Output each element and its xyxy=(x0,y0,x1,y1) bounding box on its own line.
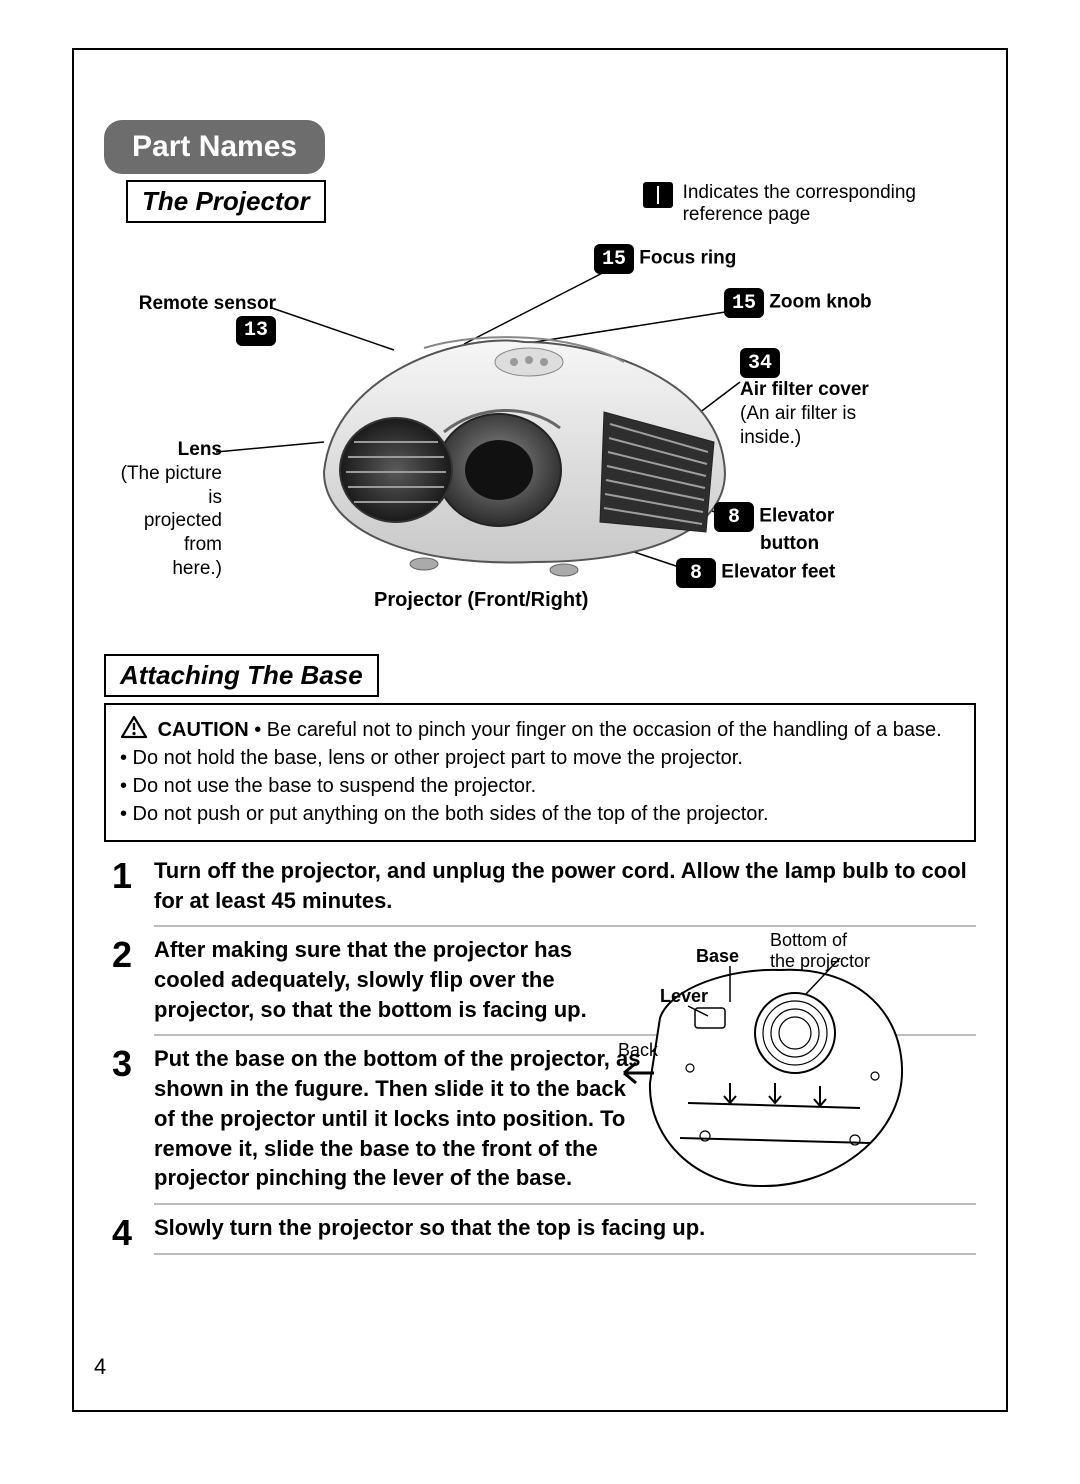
legend-line2: reference page xyxy=(683,204,811,225)
caution-box: CAUTION • Be careful not to pinch your f… xyxy=(104,703,976,842)
book-icon xyxy=(643,182,673,208)
projector-diagram: Remote sensor 13 Lens (The picture is pr… xyxy=(104,232,976,652)
step-num: 4 xyxy=(104,1213,140,1255)
projector-illustration xyxy=(304,312,744,592)
step-num: 3 xyxy=(104,1044,140,1204)
caution-line1: • Be careful not to pinch your finger on… xyxy=(254,719,941,741)
air-filter-l1: Air filter cover xyxy=(740,379,869,400)
fig-label-base: Base xyxy=(696,946,739,967)
air-filter-l2: (An air filter is xyxy=(740,403,856,424)
subheading-projector: The Projector xyxy=(126,180,326,223)
legend-text: Indicates the corresponding reference pa… xyxy=(683,182,916,226)
step-num: 1 xyxy=(104,856,140,927)
caution-label: CAUTION xyxy=(158,719,249,741)
caution-line3: • Do not use the base to suspend the pro… xyxy=(120,775,536,797)
elev-btn-l2: button xyxy=(760,533,819,554)
lens-text: Lens xyxy=(178,439,222,460)
focus-ring-text: Focus ring xyxy=(639,248,736,269)
fig-back-text: Back xyxy=(618,1040,658,1060)
step-num: 2 xyxy=(104,935,140,1036)
page-number: 4 xyxy=(94,1354,106,1380)
pageref-air-filter: 34 xyxy=(740,348,780,378)
elev-btn-l1: Elevator xyxy=(759,506,834,527)
zoom-knob-text: Zoom knob xyxy=(769,292,871,313)
caution-line4: • Do not push or put anything on the bot… xyxy=(120,803,769,825)
fig-label-lever: Lever xyxy=(660,986,708,1007)
fig-label-bottom: Bottom of the projector xyxy=(770,930,870,972)
lens-l1: (The picture is xyxy=(121,463,222,508)
base-figure-svg xyxy=(600,908,930,1228)
remote-sensor-text: Remote sensor xyxy=(139,293,276,314)
lens-l3: here.) xyxy=(172,558,222,579)
fig-label-back: Back xyxy=(618,1040,658,1061)
label-elevator-feet: 8 Elevator feet xyxy=(676,558,835,588)
elev-feet-text: Elevator feet xyxy=(721,562,835,583)
label-zoom-knob: 15 Zoom knob xyxy=(724,288,872,318)
fig-base-text: Base xyxy=(696,946,739,966)
diagram-caption: Projector (Front/Right) xyxy=(374,588,588,613)
fig-lever-text: Lever xyxy=(660,986,708,1006)
pageref-elev-feet: 8 xyxy=(676,558,716,588)
legend-line1: Indicates the corresponding xyxy=(683,182,916,203)
section-title-pill: Part Names xyxy=(104,120,325,174)
page-content: Part Names The Projector Indicates the c… xyxy=(104,120,976,1330)
caution-icon xyxy=(120,715,148,739)
pageref-remote-sensor: 13 xyxy=(236,316,276,346)
label-lens: Lens (The picture is projected from here… xyxy=(104,438,222,581)
base-figure: Base Bottom of the projector Lever Back xyxy=(600,908,930,1228)
label-remote-sensor: Remote sensor 13 xyxy=(104,292,276,346)
pageref-focus: 15 xyxy=(594,244,634,274)
label-air-filter: 34 Air filter cover (An air filter is in… xyxy=(740,348,869,449)
page-frame: Part Names The Projector Indicates the c… xyxy=(72,48,1008,1412)
pageref-elev-btn: 8 xyxy=(714,502,754,532)
fig-bottom-l1: Bottom of xyxy=(770,930,847,950)
pageref-zoom: 15 xyxy=(724,288,764,318)
caution-line2: • Do not hold the base, lens or other pr… xyxy=(120,747,743,769)
label-focus-ring: 15 Focus ring xyxy=(594,244,736,274)
label-elevator-button: 8 Elevator button xyxy=(714,502,834,556)
subheading-base: Attaching The Base xyxy=(104,654,379,697)
lens-l2: projected from xyxy=(144,510,222,555)
air-filter-l3: inside.) xyxy=(740,427,801,448)
fig-bottom-l2: the projector xyxy=(770,951,870,971)
